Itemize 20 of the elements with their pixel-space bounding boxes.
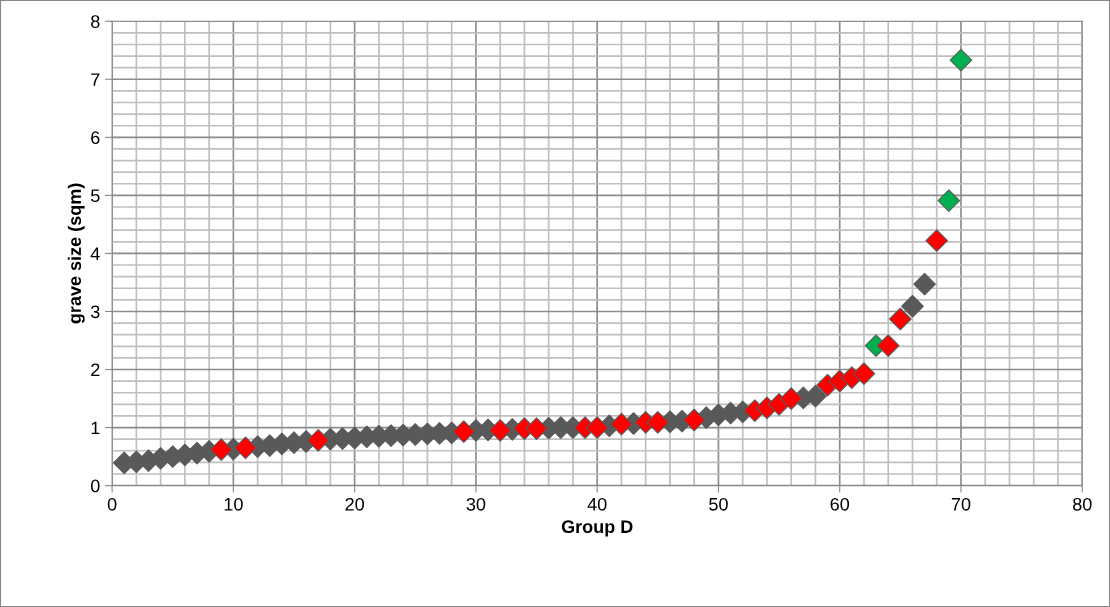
x-tick-label: 40 bbox=[587, 497, 607, 511]
y-tick-label: 7 bbox=[91, 73, 100, 86]
y-axis-title: grave size (sqm) bbox=[67, 183, 85, 324]
x-axis-title: Group D bbox=[561, 520, 633, 537]
x-tick-label: 30 bbox=[466, 497, 486, 511]
x-tick-label: 10 bbox=[224, 497, 243, 511]
y-tick-label: 4 bbox=[90, 247, 100, 260]
y-tick-label: 6 bbox=[91, 131, 100, 145]
y-tick-label: 2 bbox=[91, 363, 100, 377]
x-tick-label: 0 bbox=[107, 497, 117, 511]
x-tick-label: 50 bbox=[709, 497, 728, 511]
y-tick-label: 8 bbox=[91, 15, 100, 28]
x-tick-label: 60 bbox=[830, 497, 850, 511]
x-tick-label: 70 bbox=[951, 497, 971, 511]
x-tick-label: 20 bbox=[345, 497, 364, 511]
y-tick-label: 1 bbox=[91, 421, 100, 435]
y-tick-label: 3 bbox=[90, 305, 100, 319]
y-tick-label: 0 bbox=[90, 479, 100, 493]
y-tick-label: 5 bbox=[90, 189, 100, 203]
x-tick-label: 80 bbox=[1072, 497, 1092, 511]
